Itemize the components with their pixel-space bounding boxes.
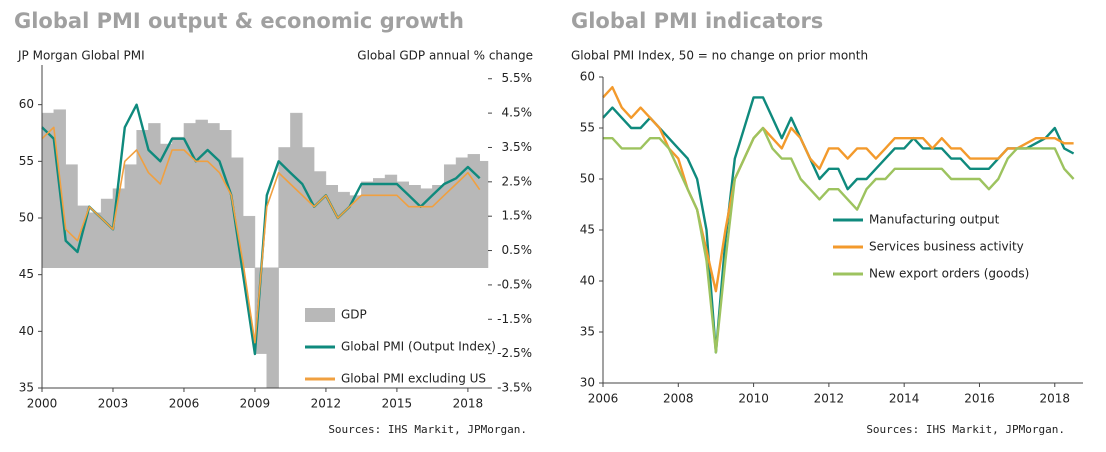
y-tick-label: 45: [19, 267, 34, 281]
y-tick-label: 40: [580, 274, 595, 288]
y2-axis-label: Global GDP annual % change: [357, 49, 533, 63]
legend-swatch: [305, 308, 335, 322]
legend-label: Global PMI excluding US: [341, 372, 486, 386]
y-axis-label: JP Morgan Global PMI: [17, 49, 145, 63]
y-tick-label: 40: [19, 324, 34, 338]
y-tick-label: 30: [580, 376, 595, 390]
y2-tick-label: -3.5%: [497, 381, 532, 395]
series-line: [602, 86, 1074, 293]
y2-tick-label: 0.5%: [502, 243, 533, 257]
gdp-bar: [183, 123, 197, 268]
x-tick-label: 2018: [1039, 392, 1070, 406]
y2-tick-label: 1.5%: [502, 209, 533, 223]
gdp-bar: [148, 123, 161, 268]
gdp-bar: [100, 198, 114, 268]
gdp-bar: [65, 164, 78, 268]
x-tick-label: 2012: [311, 397, 342, 411]
gdp-bar: [349, 195, 362, 268]
gdp-bar: [231, 157, 244, 268]
x-tick-label: 2016: [964, 392, 995, 406]
legend-label: Manufacturing output: [869, 213, 1000, 227]
gdp-bar: [207, 123, 220, 268]
gdp-bar: [89, 212, 102, 268]
source: Sources: IHS Markit, JPMorgan.: [866, 423, 1065, 436]
gdp-bar: [479, 160, 489, 268]
x-tick-label: 2014: [889, 392, 920, 406]
legend-label: New export orders (goods): [869, 267, 1029, 281]
series-line: [602, 96, 1075, 354]
x-tick-label: 2018: [453, 397, 484, 411]
gdp-bar: [372, 178, 386, 268]
gdp-bar: [171, 136, 185, 268]
x-tick-label: 2000: [27, 397, 58, 411]
gdp-bar: [384, 174, 398, 268]
x-tick-label: 2010: [738, 392, 769, 406]
y-tick-label: 55: [19, 154, 34, 168]
gdp-bar: [242, 215, 256, 268]
gdp-bar: [195, 119, 208, 268]
gdp-bar: [266, 267, 279, 389]
legend-label: Global PMI (Output Index): [341, 340, 496, 354]
y-tick-label: 60: [580, 70, 595, 84]
y2-tick-label: 4.5%: [502, 106, 533, 120]
subtitle: Global PMI Index, 50 = no change on prio…: [571, 49, 868, 63]
gdp-bar: [124, 164, 137, 268]
series-line: [603, 126, 1075, 354]
gdp-bar: [337, 191, 350, 268]
gdp-bar: [219, 130, 232, 268]
x-tick-label: 2012: [814, 392, 845, 406]
gdp-bar: [313, 171, 327, 268]
y-tick-label: 35: [19, 381, 34, 395]
x-tick-label: 2009: [240, 397, 271, 411]
y2-tick-label: 3.5%: [502, 140, 533, 154]
y-tick-label: 50: [580, 172, 595, 186]
y-tick-label: 45: [580, 223, 595, 237]
gdp-bar: [160, 143, 173, 268]
y2-tick-label: -0.5%: [497, 277, 532, 291]
x-tick-label: 2015: [382, 397, 413, 411]
x-tick-label: 2006: [588, 392, 619, 406]
y2-tick-label: 2.5%: [502, 174, 533, 188]
series-line: [41, 126, 481, 344]
gdp-bar: [302, 147, 315, 268]
y2-tick-label: 5.5%: [502, 71, 533, 85]
x-tick-label: 2003: [98, 397, 129, 411]
x-tick-label: 2006: [169, 397, 200, 411]
source: Sources: IHS Markit, JPMorgan.: [328, 423, 527, 436]
chart-title: Global PMI output & economic growth: [14, 9, 464, 33]
gdp-bar: [136, 130, 149, 268]
legend-label: Services business activity: [869, 240, 1024, 254]
chart-title: Global PMI indicators: [571, 9, 823, 33]
y-tick-label: 50: [19, 211, 34, 225]
y2-tick-label: -2.5%: [497, 346, 532, 360]
y2-tick-label: -1.5%: [497, 312, 532, 326]
y-tick-label: 55: [580, 121, 595, 135]
gdp-bar: [112, 188, 126, 268]
y-tick-label: 60: [19, 97, 34, 111]
legend-label: GDP: [341, 308, 367, 322]
x-tick-label: 2008: [663, 392, 694, 406]
y-tick-label: 35: [580, 325, 595, 339]
